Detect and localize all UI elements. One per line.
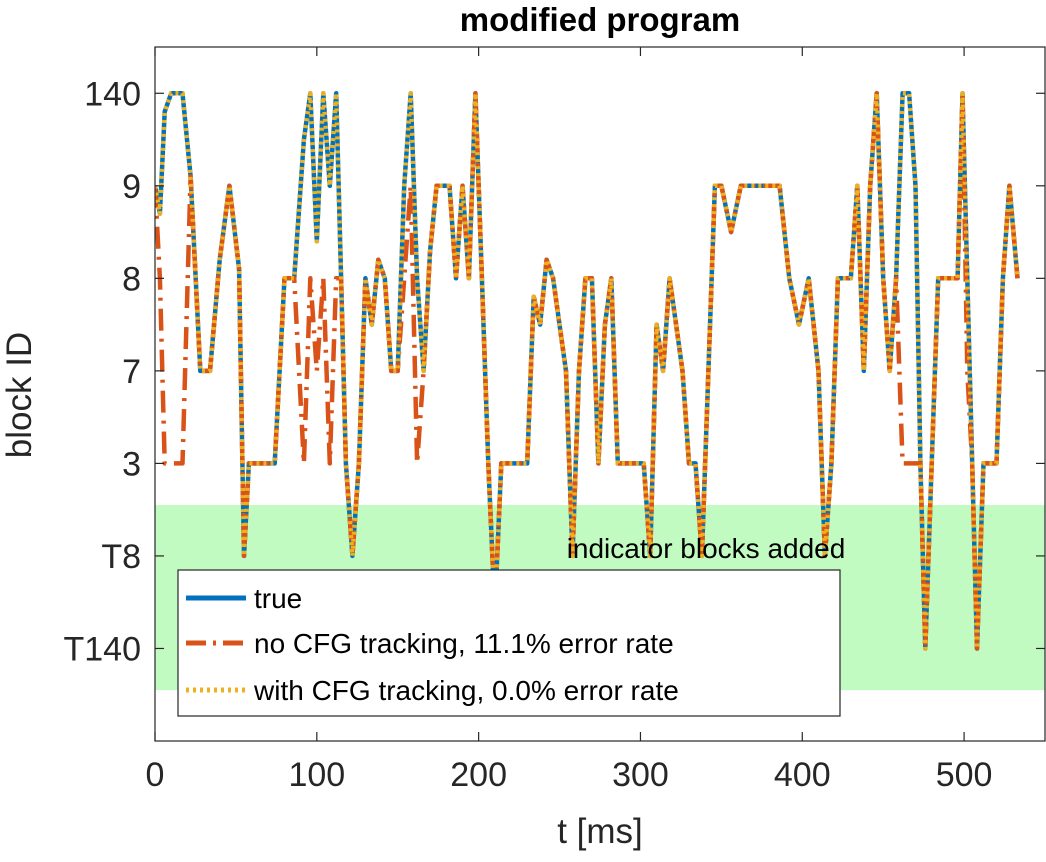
x-tick-label: 100 — [288, 756, 345, 794]
x-tick-label: 400 — [774, 756, 831, 794]
legend-label-with-cfg: with CFG tracking, 0.0% error rate — [253, 675, 679, 706]
y-tick-label: 7 — [122, 353, 141, 391]
legend-label-no-cfg: no CFG tracking, 11.1% error rate — [254, 628, 674, 659]
x-axis-label: t [ms] — [557, 812, 643, 851]
x-tick-label: 500 — [936, 756, 993, 794]
y-tick-label: 9 — [122, 168, 141, 206]
y-axis-label: block ID — [0, 332, 39, 458]
series-group — [155, 91, 1020, 651]
plot-area-frame — [154, 46, 1046, 742]
y-tick-label: 8 — [122, 260, 141, 298]
legend: true no CFG tracking, 11.1% error rate w… — [177, 569, 841, 717]
legend-box — [177, 569, 841, 717]
region-label: indicator blocks added — [567, 533, 846, 564]
x-tick-label: 0 — [146, 756, 165, 794]
y-tick-label: T8 — [101, 538, 141, 576]
x-tick-label: 300 — [612, 756, 669, 794]
y-tick-label: 140 — [84, 75, 141, 113]
y-tick-label: T140 — [64, 630, 142, 668]
legend-label-true: true — [254, 583, 302, 614]
chart-title: modified program — [460, 1, 741, 38]
x-tick-label: 200 — [450, 756, 507, 794]
series-with-cfg-line — [155, 91, 1020, 651]
axis-ticks: 0 100 200 300 400 500 T140 T8 3 7 8 9 140 — [64, 47, 1045, 794]
y-tick-label: 3 — [122, 445, 141, 483]
